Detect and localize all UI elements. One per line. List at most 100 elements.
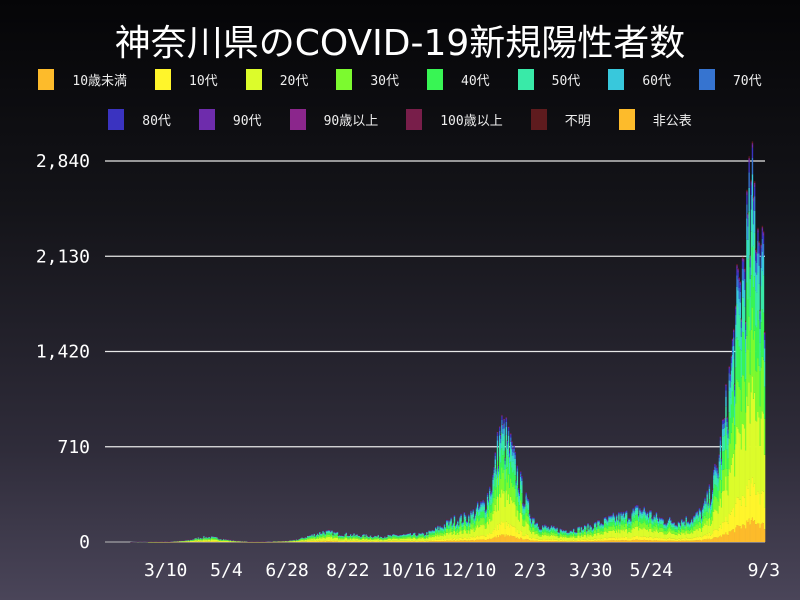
bar-segment (369, 536, 372, 538)
bar-segment (314, 536, 317, 538)
bar-segment (531, 530, 533, 534)
bar-segment (350, 534, 352, 535)
bar-segment (335, 533, 338, 535)
bar-segment (401, 536, 404, 538)
bar-segment (208, 537, 211, 539)
bar-segment (312, 539, 314, 541)
bar-segment (465, 522, 468, 524)
bar-segment (470, 514, 472, 519)
bar-segment (536, 538, 538, 541)
bar-segment (533, 527, 535, 532)
bar-segment (330, 541, 332, 542)
bar-segment (475, 539, 478, 542)
bar-segment (409, 533, 412, 536)
bar-segment (470, 540, 472, 542)
bar-segment (460, 513, 462, 515)
bar-segment (516, 529, 519, 538)
bar-segment (323, 532, 325, 534)
bar-segment (521, 537, 523, 542)
bar-segment (444, 539, 447, 542)
bar-segment (489, 500, 491, 510)
bar-segment (325, 533, 328, 536)
bar-segment (428, 541, 430, 542)
bar-segment (497, 471, 500, 477)
bar-segment (463, 524, 466, 530)
bar-segment (478, 508, 480, 510)
bar-segment (440, 541, 442, 542)
bar-segment (395, 537, 397, 539)
bar-segment (369, 540, 372, 542)
bar-segment (490, 496, 492, 500)
bar-segment (401, 538, 404, 541)
bar-segment (347, 540, 350, 542)
bar-segment (546, 531, 548, 534)
bar-segment (518, 533, 521, 539)
bar-segment (304, 541, 307, 542)
bar-segment (310, 536, 312, 537)
bar-segment (429, 537, 431, 541)
bar-segment (471, 537, 473, 541)
bar-segment (408, 534, 410, 536)
bar-segment (534, 526, 536, 529)
bar-segment (545, 539, 547, 541)
bar-segment (422, 540, 425, 542)
bar-segment (321, 540, 323, 542)
bar-segment (462, 538, 464, 541)
bar-segment (352, 540, 354, 542)
bar-segment (467, 533, 469, 539)
bar-segment (425, 538, 427, 541)
bar-segment (306, 538, 309, 540)
bar-segment (394, 536, 396, 538)
bar-segment (406, 538, 408, 541)
bar-segment (476, 507, 479, 512)
bar-segment (510, 434, 512, 438)
bar-segment (507, 494, 510, 524)
bar-segment (334, 537, 336, 541)
bar-segment (344, 537, 346, 539)
bar-segment (329, 530, 331, 532)
bar-segment (446, 540, 448, 542)
bar-segment (463, 519, 466, 525)
bar-segment (529, 523, 532, 528)
bar-segment (418, 538, 420, 541)
bar-segment (527, 535, 530, 540)
bar-segment (355, 538, 357, 541)
bar-segment (321, 533, 323, 535)
bar-segment (398, 536, 400, 537)
bar-segment (418, 540, 420, 542)
bar-segment (458, 528, 460, 532)
x-tick-label: 5/4 (210, 560, 243, 581)
bar-segment (416, 538, 418, 540)
bar-segment (427, 538, 429, 541)
bar-segment (427, 537, 429, 539)
bar-segment (490, 521, 492, 534)
bar-segment (378, 537, 381, 539)
bar-segment (376, 537, 378, 539)
bar-segment (432, 534, 435, 538)
legend-row-1: 10歳未満 10代 20代 30代 40代 50代 60代 70代 (0, 69, 800, 90)
bar-segment (440, 528, 442, 531)
bar-segment (335, 536, 338, 538)
bar-segment (463, 537, 466, 541)
bar-segment (318, 536, 320, 538)
bar-segment (336, 541, 339, 542)
bar-segment (481, 507, 483, 512)
bar-segment (315, 536, 318, 538)
bar-segment (469, 530, 471, 534)
bar-segment (442, 539, 445, 542)
bar-segment (217, 539, 219, 541)
bar-segment (502, 425, 504, 426)
bar-segment (315, 538, 318, 541)
bar-segment (375, 539, 377, 541)
bar-segment (546, 527, 548, 529)
bar-segment (421, 541, 424, 542)
bar-segment (365, 538, 367, 541)
bar-segment (390, 539, 393, 541)
bar-segment (344, 534, 346, 535)
bar-segment (399, 537, 402, 539)
bar-segment (526, 497, 529, 499)
bar-segment (400, 537, 403, 539)
bar-segment (414, 536, 416, 538)
bar-segment (414, 537, 416, 541)
bar-segment (438, 529, 440, 531)
